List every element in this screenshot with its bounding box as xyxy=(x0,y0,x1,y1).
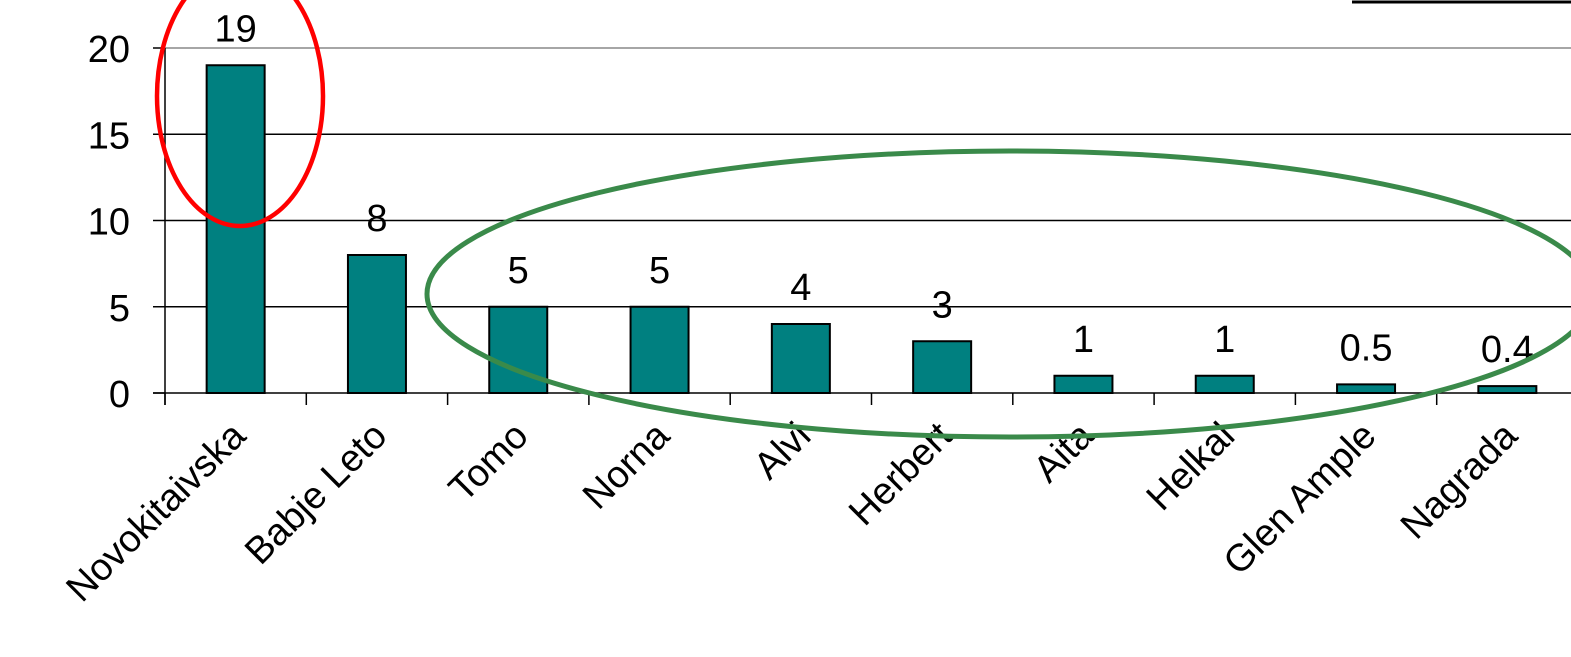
x-tick-label: Babje Leto xyxy=(237,415,395,573)
bar xyxy=(770,323,831,394)
y-tick-label: 15 xyxy=(88,115,130,157)
data-label: 0.5 xyxy=(1340,327,1393,369)
red-highlight-ellipse xyxy=(154,0,326,229)
data-label: 3 xyxy=(932,284,953,326)
data-label: 5 xyxy=(508,250,529,292)
data-label: 8 xyxy=(366,198,387,240)
x-tick-label: Novokitaivska xyxy=(59,414,255,610)
bar xyxy=(912,340,973,394)
bar xyxy=(1336,383,1397,394)
bars xyxy=(205,64,1538,395)
x-tick-label: Glen Ample xyxy=(1216,415,1385,584)
data-label: 4 xyxy=(790,267,811,309)
data-label: 19 xyxy=(215,8,257,50)
bar xyxy=(1194,374,1255,394)
data-label: 1 xyxy=(1214,319,1235,361)
y-tick-label: 10 xyxy=(88,202,130,244)
bar xyxy=(346,254,407,394)
bar xyxy=(1053,374,1114,394)
data-label: 5 xyxy=(649,250,670,292)
data-label: 1 xyxy=(1073,319,1094,361)
x-tick-label: Tomo xyxy=(441,415,536,510)
highlight-annotations xyxy=(154,0,1571,440)
y-tick-label: 0 xyxy=(109,374,130,416)
bar xyxy=(205,64,266,394)
gridlines xyxy=(165,47,1571,308)
data-labels: 19 8 5 5 4 3 1 1 0.5 0.4 xyxy=(215,8,1534,371)
green-highlight-ellipse xyxy=(424,148,1571,440)
x-tick-label: Norna xyxy=(575,414,678,517)
x-tick-label: Nagrada xyxy=(1393,414,1526,547)
data-label: 0.4 xyxy=(1481,329,1534,371)
y-tick-label: 5 xyxy=(109,288,130,330)
bar xyxy=(1477,385,1538,395)
y-tick-label: 20 xyxy=(88,29,130,71)
bar xyxy=(629,305,690,394)
x-tick-label: Aita xyxy=(1026,414,1103,491)
